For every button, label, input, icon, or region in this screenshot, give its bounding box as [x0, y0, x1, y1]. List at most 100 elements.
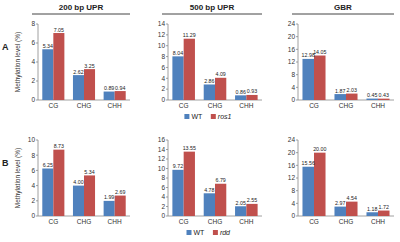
data-label: 13.55	[183, 145, 196, 151]
x-tick-label: CG	[48, 102, 58, 109]
y-tick-label: 20	[288, 33, 296, 40]
x-tick-label: CG	[309, 218, 319, 225]
y-tick-label: 6	[31, 167, 35, 174]
x-tick-label: CHH	[239, 218, 253, 225]
y-axis-label: Methylation level (%)	[14, 32, 22, 92]
data-label: 2.86	[204, 78, 214, 84]
data-label: 1.72	[379, 204, 389, 210]
bar	[184, 39, 195, 100]
bar	[302, 167, 314, 216]
y-tick-label: 16	[288, 162, 296, 169]
x-tick-label: CHG	[339, 102, 353, 109]
data-label: 0.94	[115, 85, 125, 91]
y-tick-label: 2	[31, 197, 35, 204]
bar	[366, 99, 378, 100]
y-tick	[36, 155, 38, 156]
y-tick	[166, 159, 168, 160]
y-tick	[166, 56, 168, 57]
bar	[215, 184, 226, 216]
y-tick	[296, 87, 298, 88]
bars	[302, 56, 389, 100]
legend-swatch	[184, 114, 189, 119]
bar	[172, 170, 183, 216]
x-tick-label: CHH	[108, 102, 122, 109]
bar	[302, 59, 314, 100]
y-tick-label: 0	[161, 96, 165, 103]
bar	[334, 94, 346, 100]
row-label: A	[2, 42, 9, 52]
x-tick-label: CHG	[208, 102, 222, 109]
bar	[246, 95, 257, 100]
data-label: 0.45	[367, 92, 377, 98]
y-tick-label: 12	[288, 174, 296, 181]
bar	[366, 212, 378, 216]
y-tick-label: 4	[161, 193, 165, 200]
y-tick	[296, 74, 298, 75]
y-tick-label: 0	[291, 212, 295, 219]
bars	[42, 33, 125, 100]
bar	[42, 49, 53, 100]
y-tick-label: 0	[31, 96, 35, 103]
bar	[246, 204, 257, 216]
y-axis-label: Methylation level (%)	[14, 148, 22, 208]
x-tick-label: CHH	[108, 218, 122, 225]
y-tick	[166, 100, 168, 101]
data-label: 0.43	[379, 92, 389, 98]
y-tick-label: 8	[31, 152, 35, 159]
y-tick	[296, 165, 298, 166]
legend-label: ros1	[218, 113, 232, 120]
data-label: 8.04	[173, 50, 183, 56]
data-label: 7.05	[54, 27, 64, 33]
y-tick	[36, 185, 38, 186]
y-tick	[296, 190, 298, 191]
legend-swatch	[213, 230, 218, 235]
data-label: 1.18	[367, 206, 377, 212]
legend-label: WT	[194, 229, 206, 236]
row-label: B	[2, 158, 9, 168]
data-label: 5.34	[43, 43, 53, 49]
panel: 0246810121416CG9.7213.55CHG4.786.79CHH2.…	[158, 136, 262, 236]
data-label: 6.79	[215, 177, 225, 183]
data-label: 11.29	[183, 32, 196, 38]
y-tick-label: 4	[291, 200, 295, 207]
bar	[115, 196, 126, 216]
data-label: 2.69	[115, 189, 125, 195]
y-tick	[36, 62, 38, 63]
y-axis	[38, 140, 39, 216]
bars	[302, 153, 389, 216]
y-tick-label: 14	[158, 146, 166, 153]
column-header: 200 bp UPR	[59, 3, 104, 12]
bar	[42, 169, 53, 217]
bars	[42, 150, 125, 216]
data-label: 4.00	[73, 179, 83, 185]
data-label: 8.73	[54, 143, 64, 149]
y-tick-label: 6	[31, 39, 35, 46]
y-tick	[166, 149, 168, 150]
y-tick-label: 16	[158, 136, 166, 143]
y-tick	[166, 197, 168, 198]
bar	[84, 175, 95, 216]
y-tick-label: 0	[31, 212, 35, 219]
y-tick	[166, 216, 168, 217]
bar	[346, 94, 358, 100]
bar	[235, 95, 246, 100]
x-tick-label: CHH	[239, 102, 253, 109]
y-tick	[166, 89, 168, 90]
data-label: 5.34	[84, 169, 94, 175]
bar	[53, 33, 64, 100]
column-header: GBR	[334, 3, 352, 12]
y-tick-label: 6	[161, 64, 165, 71]
legend-label: rdd	[220, 229, 231, 236]
y-tick	[36, 140, 38, 141]
panel: 02468101214CG8.0411.29CHG2.864.09CHH0.86…	[158, 20, 262, 120]
x-tick-label: CG	[179, 218, 189, 225]
legend: WTros1	[184, 113, 231, 120]
y-tick	[296, 36, 298, 37]
y-tick-label: 2	[161, 203, 165, 210]
data-label: 0.86	[236, 89, 246, 95]
y-tick	[166, 140, 168, 141]
y-tick-label: 14	[158, 20, 166, 27]
data-label: 0.89	[104, 85, 114, 91]
y-tick-label: 4	[31, 58, 35, 65]
column-header: 500 bp UPR	[190, 3, 235, 12]
